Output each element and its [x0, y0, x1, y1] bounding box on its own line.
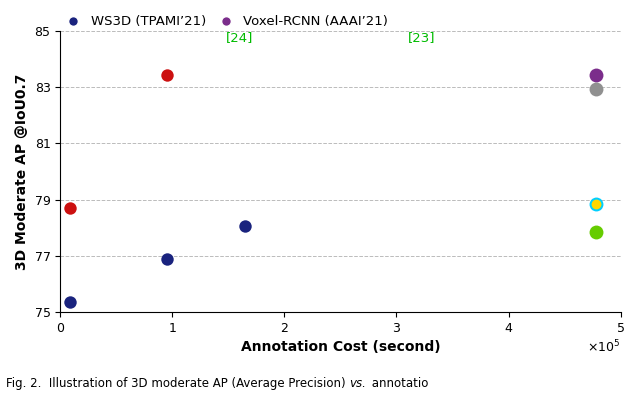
Point [591, 201, 601, 207]
Point [240, 223, 250, 229]
Point [65, 299, 76, 305]
Text: vs.: vs. [349, 377, 365, 390]
Point [591, 85, 601, 92]
Point [591, 71, 601, 78]
Y-axis label: 3D Moderate AP @IoU0.7: 3D Moderate AP @IoU0.7 [15, 73, 29, 269]
Text: [23]: [23] [408, 31, 435, 44]
X-axis label: Annotation Cost (second): Annotation Cost (second) [241, 340, 440, 354]
Point [65, 205, 76, 211]
Text: Fig. 2.  Illustration of 3D moderate AP (Average Precision): Fig. 2. Illustration of 3D moderate AP (… [6, 377, 350, 390]
Point [591, 229, 601, 235]
Text: annotatio: annotatio [368, 377, 428, 390]
Text: [24]: [24] [225, 31, 253, 44]
Point [162, 255, 172, 262]
Point [162, 71, 172, 78]
Legend: WS3D (TPAMI’21), Voxel-RCNN (AAAI’21): WS3D (TPAMI’21), Voxel-RCNN (AAAI’21) [60, 15, 388, 28]
Point [591, 201, 601, 207]
